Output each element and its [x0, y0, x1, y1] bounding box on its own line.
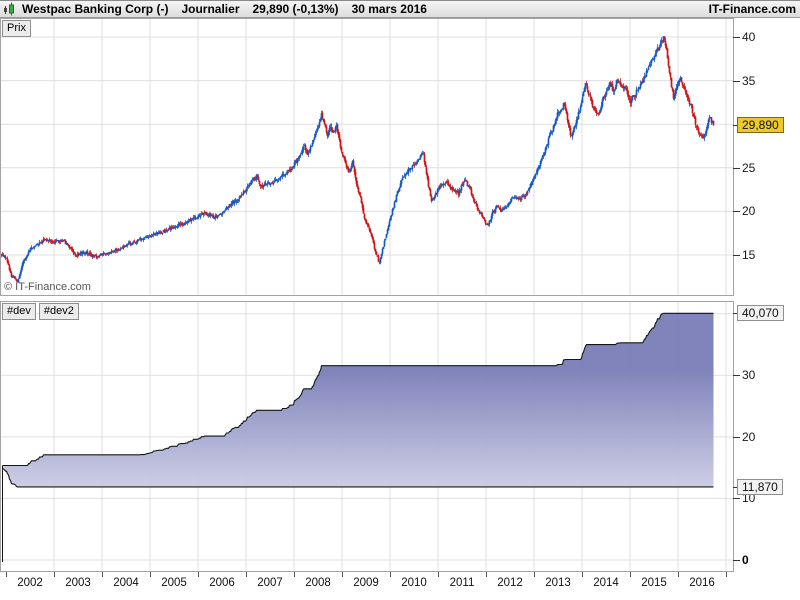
last-price-tick	[733, 125, 740, 126]
x-axis-year-label: 2002	[17, 577, 43, 589]
x-axis-year-label: 2010	[401, 577, 427, 589]
price-axis-tick	[733, 37, 740, 38]
x-axis-year-label: 2013	[545, 577, 571, 589]
record-high-tick	[733, 313, 740, 314]
x-axis-year-label: 2008	[305, 577, 331, 589]
x-axis-year-label: 2006	[209, 577, 235, 589]
indicator-axis-tick	[733, 437, 740, 438]
price-axis-tick	[733, 255, 740, 256]
x-axis-year-tick	[678, 572, 679, 577]
brand-label: IT-Finance.com	[708, 2, 796, 16]
tab-dev[interactable]: #dev	[2, 303, 36, 320]
price-axis-tick	[733, 211, 740, 212]
price-axis-tick	[733, 81, 740, 82]
x-axis-year-tick	[534, 572, 535, 577]
instrument-name: Westpac Banking Corp (-)	[22, 2, 169, 16]
indicator-axis-label: 20	[742, 430, 756, 444]
record-low-label: 11,870	[737, 479, 783, 495]
x-axis-year-tick	[438, 572, 439, 577]
price-axis-tick	[733, 168, 740, 169]
tab-prix[interactable]: Prix	[2, 20, 31, 37]
x-axis-year-tick	[6, 572, 7, 577]
title-bar: Westpac Banking Corp (-) Journalier 29,8…	[0, 0, 800, 18]
price-axis-label: 20	[742, 204, 756, 218]
price-axis-label: 15	[742, 248, 756, 262]
x-axis-year-tick	[246, 572, 247, 577]
x-axis-year-tick	[486, 572, 487, 577]
x-axis-year-label: 2014	[593, 577, 619, 589]
indicator-zero-label: 0	[742, 553, 749, 567]
record-low-tick	[733, 487, 740, 488]
price-axis-label: 35	[742, 74, 756, 88]
x-axis-year-label: 2015	[641, 577, 667, 589]
x-axis-year-label: 2009	[353, 577, 379, 589]
x-axis-year-tick	[390, 572, 391, 577]
last-price-label: 29,890	[737, 117, 784, 133]
x-axis-year-tick	[294, 572, 295, 577]
indicator-zero-tick	[733, 560, 740, 561]
x-axis-year-tick	[342, 572, 343, 577]
tab-dev2[interactable]: #dev2	[38, 303, 79, 320]
x-axis-year-label: 2007	[257, 577, 283, 589]
candlestick-chart[interactable]	[1, 19, 733, 295]
indicator-axis-tick	[733, 375, 740, 376]
candlestick-logo-icon	[3, 2, 17, 16]
x-axis-year-tick	[630, 572, 631, 577]
x-axis-year-tick	[102, 572, 103, 577]
indicator-axis-label: 30	[742, 368, 756, 382]
x-axis-year-tick	[582, 572, 583, 577]
price-axis-label: 25	[742, 161, 756, 175]
x-axis-year-label: 2005	[161, 577, 187, 589]
price-chart-plot-area[interactable]	[0, 18, 734, 296]
x-axis-year-tick	[726, 572, 727, 577]
x-axis-year-label: 2003	[65, 577, 91, 589]
x-axis-year-label: 2012	[497, 577, 523, 589]
x-axis-year-tick	[150, 572, 151, 577]
x-axis-year-label: 2016	[689, 577, 715, 589]
x-axis-year-label: 2011	[449, 577, 475, 589]
x-axis-year-label: 2004	[113, 577, 139, 589]
chart-watermark: © IT-Finance.com	[4, 281, 91, 293]
record-range-area-chart[interactable]	[1, 302, 733, 571]
x-axis-year-tick	[54, 572, 55, 577]
x-axis-year-tick	[198, 572, 199, 577]
quote-date: 30 mars 2016	[351, 2, 427, 16]
last-quote-and-change: 29,890 (-0,13%)	[252, 2, 339, 16]
record-high-label: 40,070	[737, 305, 784, 321]
timeframe-label: Journalier	[181, 2, 240, 16]
price-axis-label: 40	[742, 30, 756, 44]
indicator-axis-tick	[733, 498, 740, 499]
indicator-plot-area[interactable]	[0, 301, 734, 572]
